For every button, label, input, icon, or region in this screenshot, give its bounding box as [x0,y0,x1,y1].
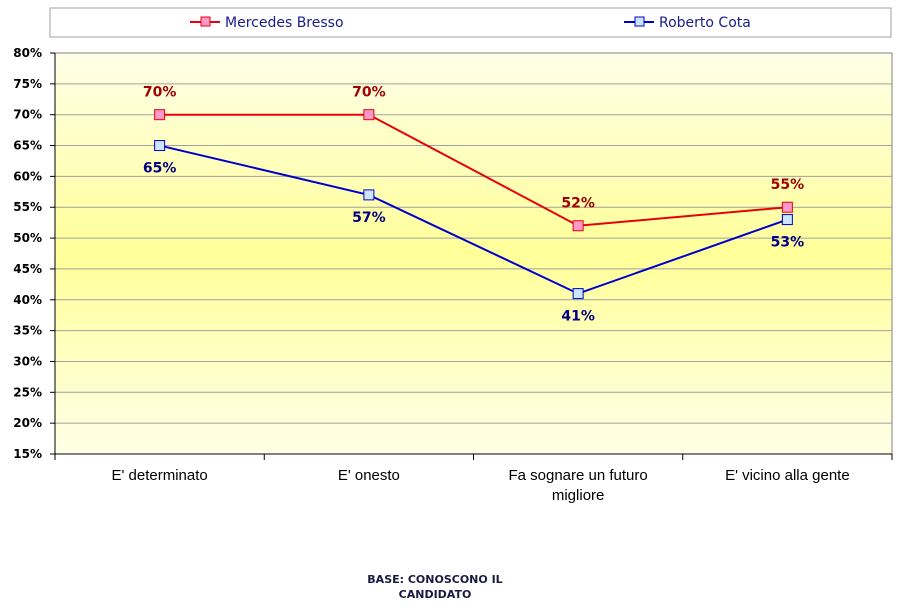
x-category-label: E' determinato [112,467,208,484]
data-label: 70% [352,85,386,101]
x-category-label: migliore [552,487,605,504]
data-label: 41% [561,309,595,325]
series-1: 65% 57% 41% 53% [143,140,805,325]
base-note-line-2: CANDIDATO [398,588,472,601]
y-tick-label: 35% [13,324,42,338]
series-0: 70% 70% 52% 55% [143,85,805,232]
y-tick-label: 20% [13,416,42,430]
data-label: 65% [143,161,177,177]
x-axis: E' determinato E' onesto Fa sognare un fut… [54,453,893,504]
x-category-label: Fa sognare un futuro [508,467,647,484]
series-line [159,113,788,227]
y-tick-label: 45% [13,262,42,276]
y-tick-label: 60% [13,169,42,183]
legend-marker-1 [634,16,645,27]
x-category-label: E' vicino alla gente [725,467,850,484]
y-tick-label: 75% [13,77,42,91]
y-tick-label: 70% [13,108,42,122]
legend-marker-0 [200,16,211,27]
gridlines [55,83,892,424]
data-label: 52% [561,196,595,212]
data-label: 55% [771,177,805,193]
data-point [363,109,375,121]
data-point [572,220,584,232]
data-label: 57% [352,210,386,226]
plot-area [54,52,893,455]
base-note-line-1: BASE: CONOSCONO IL [367,573,503,586]
y-tick-label: 25% [13,385,42,399]
y-tick-label: 50% [13,231,42,245]
data-point [781,214,793,226]
series: 70% 70% 52% 55% 65% 57% 41% 53% [143,85,804,325]
y-tick-label: 65% [13,139,42,153]
y-tick-label: 55% [13,200,42,214]
y-tick-label: 15% [13,447,42,461]
x-category-label: E' onesto [338,467,400,484]
y-tick-label: 40% [13,293,42,307]
legend-label: Roberto Cota [659,15,751,31]
data-label: 70% [143,85,177,101]
legend-label: Mercedes Bresso [225,15,344,31]
y-axis: 15% 20% 25% 30% 35% 40% 45% 50% 55% 60% 65% 70% 75% 8… [13,46,56,461]
data-point [154,140,166,152]
data-point [781,201,793,213]
data-label: 53% [771,235,805,251]
series-line [159,144,788,295]
y-tick-label: 30% [13,354,42,368]
y-tick-label: 80% [13,46,42,60]
data-point [154,109,166,121]
legend: Mercedes Bresso Roberto Cota [49,7,892,38]
data-point [572,288,584,300]
base-note: BASE: CONOSCONO IL CANDIDATO [330,572,540,602]
legend-box [49,7,892,38]
data-point [363,189,375,201]
